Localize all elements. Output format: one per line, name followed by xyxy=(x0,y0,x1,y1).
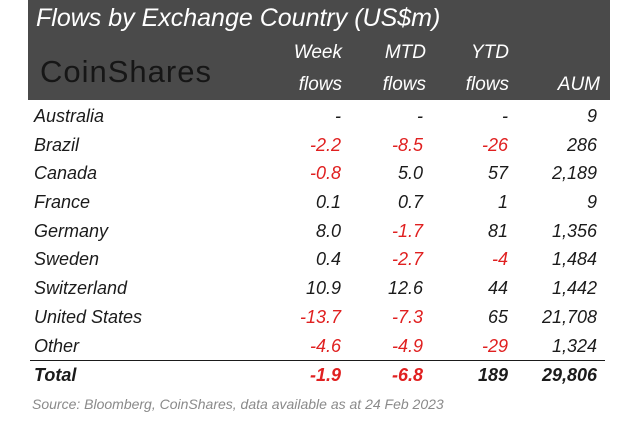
mtd-flow: 5.0 xyxy=(397,163,423,184)
ytd-flow: -26 xyxy=(481,134,508,155)
ytd-flow: 44 xyxy=(487,278,508,299)
week-flow: -0.8 xyxy=(309,163,341,184)
table-row: Germany 8.0 -1.7 81 1,356 xyxy=(30,217,605,246)
week-flow: -13.7 xyxy=(299,306,341,327)
aum-value: 286 xyxy=(566,134,597,155)
aum-value: 21,708 xyxy=(541,306,597,327)
table-row: United States -13.7 -7.3 65 21,708 xyxy=(30,303,605,332)
country-name: Australia xyxy=(34,106,105,126)
total-aum: 29,806 xyxy=(541,365,597,386)
aum-value: 1,356 xyxy=(551,220,597,241)
table-row: Brazil -2.2 -8.5 -26 286 xyxy=(30,131,605,160)
ytd-flow: -4 xyxy=(491,249,508,270)
header-ytd-2: flows xyxy=(465,74,509,95)
total-ytd-flow: 189 xyxy=(477,365,508,386)
country-name: Germany xyxy=(34,220,109,241)
coinshares-logo: CoinShares xyxy=(40,54,212,89)
header-aum: AUM xyxy=(557,74,600,95)
week-flow: 10.9 xyxy=(305,278,341,299)
aum-value: 1,442 xyxy=(551,278,597,299)
country-name: Canada xyxy=(34,163,98,184)
header-ytd-1: YTD xyxy=(471,42,509,63)
table-row: Sweden 0.4 -2.7 -4 1,484 xyxy=(30,245,605,274)
mtd-flow: 12.6 xyxy=(387,278,423,299)
country-name: Brazil xyxy=(34,134,80,155)
mtd-flow: -2.7 xyxy=(391,249,423,270)
header-week-1: Week xyxy=(293,42,342,63)
country-name: United States xyxy=(34,306,143,327)
week-flow: -2.2 xyxy=(309,134,341,155)
ytd-flow: 1 xyxy=(497,192,508,213)
total-row: Total -1.9 -6.8 189 29,806 xyxy=(30,360,605,390)
ytd-flow: - xyxy=(502,106,508,126)
table-title: Flows by Exchange Country (US$m) xyxy=(36,4,441,32)
country-name: Switzerland xyxy=(34,278,128,299)
mtd-flow: 0.7 xyxy=(397,192,423,213)
ytd-flow: 57 xyxy=(487,163,508,184)
aum-value: 9 xyxy=(586,106,597,126)
aum-value: 9 xyxy=(586,192,597,213)
mtd-flow: -4.9 xyxy=(391,335,423,356)
header-panel xyxy=(28,0,610,100)
total-week-flow: -1.9 xyxy=(309,365,341,386)
total-label: Total xyxy=(34,365,77,386)
week-flow: 8.0 xyxy=(315,220,341,241)
aum-value: 1,484 xyxy=(551,249,597,270)
table-row: Switzerland 10.9 12.6 44 1,442 xyxy=(30,274,605,303)
country-name: Sweden xyxy=(34,249,100,270)
week-flow: - xyxy=(335,106,341,126)
header-week-2: flows xyxy=(298,74,342,95)
table-row: Australia - - - 9 xyxy=(30,102,605,131)
week-flow: 0.4 xyxy=(315,249,341,270)
mtd-flow: -1.7 xyxy=(391,220,423,241)
header-mtd-1: MTD xyxy=(384,42,426,63)
table-row: Other -4.6 -4.9 -29 1,324 xyxy=(30,332,605,361)
mtd-flow: -7.3 xyxy=(391,306,423,327)
mtd-flow: - xyxy=(417,106,423,126)
week-flow: 0.1 xyxy=(315,192,341,213)
week-flow: -4.6 xyxy=(309,335,341,356)
flows-table: Australia - - - 9 Brazil -2.2 -8.5 -26 2… xyxy=(30,102,605,390)
aum-value: 2,189 xyxy=(551,163,597,184)
table-row: Canada -0.8 5.0 57 2,189 xyxy=(30,159,605,188)
table-row: France 0.1 0.7 1 9 xyxy=(30,188,605,217)
aum-value: 1,324 xyxy=(551,335,597,356)
ytd-flow: 65 xyxy=(487,306,508,327)
source-note: Source: Bloomberg, CoinShares, data avai… xyxy=(32,396,444,412)
country-name: France xyxy=(34,192,91,213)
total-mtd-flow: -6.8 xyxy=(391,365,423,386)
mtd-flow: -8.5 xyxy=(391,134,423,155)
ytd-flow: -29 xyxy=(481,335,508,356)
country-name: Other xyxy=(34,335,80,356)
ytd-flow: 81 xyxy=(487,220,508,241)
header-mtd-2: flows xyxy=(382,74,426,95)
